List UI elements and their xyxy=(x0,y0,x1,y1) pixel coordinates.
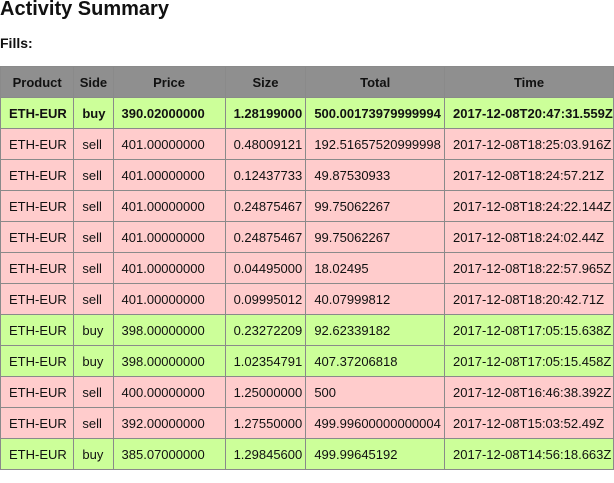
cell-total: 40.07999812 xyxy=(305,283,446,315)
cell-product: ETH-EUR xyxy=(0,97,75,129)
fills-table-body: ETH-EUR buy 390.02000000 1.28199000 500.0017… xyxy=(0,97,614,470)
cell-total: 500 xyxy=(305,376,446,408)
fill-row: ETH-EUR sell 400.00000000 1.25000000 500 2017… xyxy=(0,376,614,408)
fill-row: ETH-EUR sell 401.00000000 0.04495000 18.0249… xyxy=(0,252,614,284)
cell-size: 0.24875467 xyxy=(224,221,307,253)
cell-time: 2017-12-08T17:05:15.458Z xyxy=(444,345,614,377)
cell-price: 400.00000000 xyxy=(112,376,226,408)
cell-product: ETH-EUR xyxy=(0,314,75,346)
cell-time: 2017-12-08T14:56:18.663Z xyxy=(444,438,614,470)
column-header-product: Product xyxy=(0,66,75,98)
cell-total: 192.51657520999998 xyxy=(305,128,446,160)
cell-side: buy xyxy=(73,345,114,377)
cell-side: sell xyxy=(73,221,114,253)
fill-row: ETH-EUR sell 401.00000000 0.48009121 192.516… xyxy=(0,128,614,160)
cell-time: 2017-12-08T18:24:22.144Z xyxy=(444,190,614,222)
cell-total: 92.62339182 xyxy=(305,314,446,346)
cell-time: 2017-12-08T18:25:03.916Z xyxy=(444,128,614,160)
cell-size: 0.12437733 xyxy=(224,159,307,191)
column-header-side: Side xyxy=(73,66,114,98)
cell-time: 2017-12-08T18:20:42.71Z xyxy=(444,283,614,315)
fills-header-row: Product Side Price Size Total Time xyxy=(0,66,614,98)
cell-product: ETH-EUR xyxy=(0,438,75,470)
cell-side: sell xyxy=(73,407,114,439)
cell-product: ETH-EUR xyxy=(0,159,75,191)
cell-size: 0.24875467 xyxy=(224,190,307,222)
cell-size: 0.04495000 xyxy=(224,252,307,284)
column-header-price: Price xyxy=(112,66,226,98)
cell-total: 18.02495 xyxy=(305,252,446,284)
cell-price: 390.02000000 xyxy=(112,97,226,129)
cell-product: ETH-EUR xyxy=(0,345,75,377)
cell-price: 392.00000000 xyxy=(112,407,226,439)
fill-row: ETH-EUR sell 401.00000000 0.24875467 99.7506… xyxy=(0,221,614,253)
cell-size: 0.48009121 xyxy=(224,128,307,160)
cell-size: 1.25000000 xyxy=(224,376,307,408)
fills-label: Fills: xyxy=(0,35,33,51)
cell-price: 401.00000000 xyxy=(112,159,226,191)
cell-side: buy xyxy=(73,97,114,129)
cell-side: sell xyxy=(73,283,114,315)
cell-total: 99.75062267 xyxy=(305,221,446,253)
page-title: Activity Summary xyxy=(0,0,169,20)
fill-row: ETH-EUR sell 392.00000000 1.27550000 499.996… xyxy=(0,407,614,439)
cell-total: 499.99600000000004 xyxy=(305,407,446,439)
cell-side: sell xyxy=(73,128,114,160)
cell-product: ETH-EUR xyxy=(0,221,75,253)
cell-size: 1.28199000 xyxy=(224,97,307,129)
cell-total: 99.75062267 xyxy=(305,190,446,222)
cell-product: ETH-EUR xyxy=(0,283,75,315)
cell-product: ETH-EUR xyxy=(0,407,75,439)
cell-size: 0.09995012 xyxy=(224,283,307,315)
fill-row: ETH-EUR sell 401.00000000 0.12437733 49.8753… xyxy=(0,159,614,191)
cell-price: 401.00000000 xyxy=(112,252,226,284)
cell-time: 2017-12-08T16:46:38.392Z xyxy=(444,376,614,408)
cell-time: 2017-12-08T18:24:57.21Z xyxy=(444,159,614,191)
cell-total: 499.99645192 xyxy=(305,438,446,470)
cell-total: 407.37206818 xyxy=(305,345,446,377)
cell-time: 2017-12-08T15:03:52.49Z xyxy=(444,407,614,439)
fill-row: ETH-EUR buy 398.00000000 1.02354791 407.3720… xyxy=(0,345,614,377)
cell-side: sell xyxy=(73,159,114,191)
cell-side: buy xyxy=(73,314,114,346)
cell-side: buy xyxy=(73,438,114,470)
cell-price: 385.07000000 xyxy=(112,438,226,470)
cell-total: 500.00173979999994 xyxy=(305,97,446,129)
fill-row: ETH-EUR sell 401.00000000 0.24875467 99.7506… xyxy=(0,190,614,222)
cell-total: 49.87530933 xyxy=(305,159,446,191)
cell-side: sell xyxy=(73,190,114,222)
cell-price: 401.00000000 xyxy=(112,221,226,253)
column-header-total: Total xyxy=(305,66,446,98)
cell-product: ETH-EUR xyxy=(0,190,75,222)
cell-size: 1.02354791 xyxy=(224,345,307,377)
cell-size: 0.23272209 xyxy=(224,314,307,346)
cell-time: 2017-12-08T18:24:02.44Z xyxy=(444,221,614,253)
fill-row: ETH-EUR buy 390.02000000 1.28199000 500.0017… xyxy=(0,97,614,129)
cell-price: 398.00000000 xyxy=(112,314,226,346)
cell-product: ETH-EUR xyxy=(0,128,75,160)
cell-price: 401.00000000 xyxy=(112,283,226,315)
cell-product: ETH-EUR xyxy=(0,376,75,408)
cell-size: 1.27550000 xyxy=(224,407,307,439)
fill-row: ETH-EUR sell 401.00000000 0.09995012 40.0799… xyxy=(0,283,614,315)
cell-side: sell xyxy=(73,252,114,284)
cell-price: 401.00000000 xyxy=(112,190,226,222)
cell-price: 398.00000000 xyxy=(112,345,226,377)
cell-product: ETH-EUR xyxy=(0,252,75,284)
cell-time: 2017-12-08T20:47:31.559Z xyxy=(444,97,614,129)
fill-row: ETH-EUR buy 385.07000000 1.29845600 499.9964… xyxy=(0,438,614,470)
cell-time: 2017-12-08T18:22:57.965Z xyxy=(444,252,614,284)
cell-size: 1.29845600 xyxy=(224,438,307,470)
cell-price: 401.00000000 xyxy=(112,128,226,160)
fills-table: Product Side Price Size Total Time ETH-E… xyxy=(0,66,614,470)
column-header-size: Size xyxy=(224,66,307,98)
cell-time: 2017-12-08T17:05:15.638Z xyxy=(444,314,614,346)
column-header-time: Time xyxy=(444,66,614,98)
cell-side: sell xyxy=(73,376,114,408)
fill-row: ETH-EUR buy 398.00000000 0.23272209 92.62339… xyxy=(0,314,614,346)
